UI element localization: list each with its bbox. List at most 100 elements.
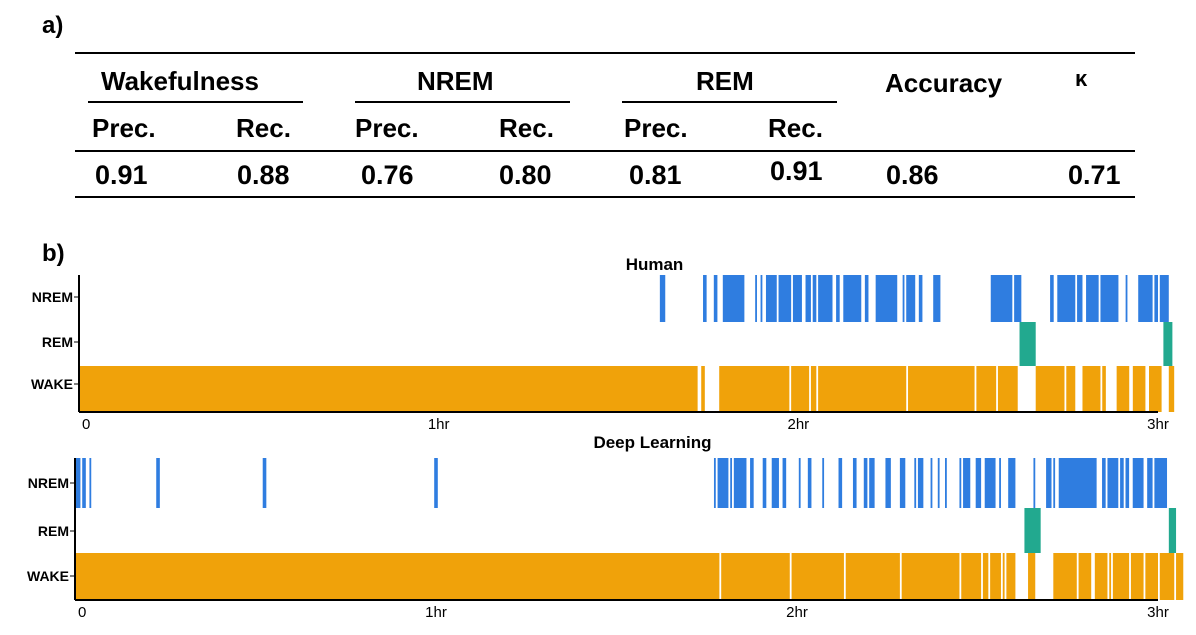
- segment-human-wake-11: [1082, 366, 1101, 412]
- header-accuracy: Accuracy: [885, 68, 1003, 98]
- segment-human-nrem-16: [902, 275, 905, 322]
- segment-human-nrem-12: [836, 275, 840, 322]
- panel-a-label: a): [42, 12, 64, 39]
- segment-dl-nrem-16: [822, 458, 825, 508]
- header-kappa: κ: [1075, 66, 1088, 91]
- segment-dl-nrem-13: [782, 458, 787, 508]
- segment-dl-nrem-21: [885, 458, 891, 508]
- segment-dl-wake-9: [1006, 553, 1016, 600]
- x-tick-label-human-3: 3hr: [1147, 416, 1169, 433]
- segment-dl-nrem-37: [1058, 458, 1097, 508]
- segment-human-nrem-0: [659, 275, 666, 322]
- segment-dl-nrem-0: [75, 458, 81, 508]
- segment-human-nrem-27: [1125, 275, 1128, 322]
- segment-human-nrem-30: [1159, 275, 1169, 322]
- segment-dl-wake-18: [1159, 553, 1175, 600]
- segment-human-wake-5: [818, 366, 907, 412]
- segment-human-wake-4: [810, 366, 817, 412]
- segment-dl-nrem-1: [82, 458, 86, 508]
- segment-dl-nrem-19: [863, 458, 868, 508]
- y-label-dl-wake: WAKE: [27, 568, 69, 584]
- segment-human-nrem-13: [843, 275, 862, 322]
- segment-human-nrem-24: [1077, 275, 1083, 322]
- segment-dl-wake-1: [721, 553, 790, 600]
- nrem-prec-header: Prec.: [355, 113, 419, 143]
- segment-human-wake-7: [976, 366, 997, 412]
- segment-human-nrem-25: [1086, 275, 1099, 322]
- table-top-rule: [75, 52, 1135, 54]
- segment-dl-nrem-3: [156, 458, 160, 508]
- header-wakefulness: Wakefulness: [101, 66, 259, 96]
- segment-dl-nrem-10: [750, 458, 754, 508]
- segment-dl-nrem-42: [1132, 458, 1144, 508]
- y-label-dl-rem: REM: [38, 523, 69, 539]
- segment-human-nrem-10: [812, 275, 817, 322]
- wake-rec-header: Rec.: [236, 113, 291, 143]
- segment-human-nrem-20: [990, 275, 1013, 322]
- segment-human-nrem-19: [933, 275, 941, 322]
- segment-dl-wake-6: [982, 553, 989, 600]
- segment-human-nrem-23: [1057, 275, 1076, 322]
- segment-dl-wake-2: [791, 553, 844, 600]
- header-nrem: NREM: [417, 66, 494, 96]
- segment-dl-wake-13: [1094, 553, 1108, 600]
- segment-human-nrem-2: [713, 275, 718, 322]
- nrem-prec-value: 0.76: [361, 160, 414, 190]
- x-tick-label-dl-0: 0: [78, 604, 86, 621]
- segment-human-nrem-18: [918, 275, 923, 322]
- segment-dl-nrem-15: [807, 458, 812, 508]
- segment-human-wake-13: [1116, 366, 1130, 412]
- segment-dl-nrem-39: [1107, 458, 1119, 508]
- segment-dl-nrem-11: [762, 458, 767, 508]
- segment-dl-wake-16: [1130, 553, 1144, 600]
- rem-prec-value: 0.81: [629, 160, 682, 190]
- segment-dl-wake-5: [961, 553, 982, 600]
- segment-dl-wake-4: [901, 553, 960, 600]
- segment-dl-nrem-4: [262, 458, 267, 508]
- segment-dl-wake-0: [75, 553, 720, 600]
- segment-human-wake-6: [908, 366, 975, 412]
- segment-dl-wake-14: [1109, 553, 1112, 600]
- segment-human-wake-16: [1168, 366, 1175, 412]
- segment-human-wake-2: [719, 366, 790, 412]
- segment-dl-nrem-2: [89, 458, 92, 508]
- segment-human-wake-15: [1149, 366, 1162, 412]
- table-mid-rule: [75, 150, 1135, 152]
- segment-human-nrem-4: [755, 275, 757, 322]
- nrem-rec-header: Rec.: [499, 113, 554, 143]
- segment-dl-nrem-32: [999, 458, 1001, 508]
- wake-rec-value: 0.88: [237, 160, 290, 190]
- x-tick-label-dl-1: 1hr: [425, 604, 447, 621]
- segment-dl-wake-15: [1112, 553, 1130, 600]
- segment-dl-nrem-29: [963, 458, 971, 508]
- segment-dl-wake-8: [1002, 553, 1005, 600]
- segment-dl-rem-1: [1168, 508, 1177, 553]
- segment-dl-nrem-5: [434, 458, 438, 508]
- segment-dl-nrem-18: [852, 458, 857, 508]
- segment-human-wake-1: [701, 366, 705, 412]
- segment-human-nrem-9: [805, 275, 811, 322]
- accuracy-value: 0.86: [886, 160, 939, 190]
- segment-dl-nrem-26: [937, 458, 940, 508]
- segment-dl-nrem-9: [733, 458, 747, 508]
- wake-prec-value: 0.91: [95, 160, 148, 190]
- segment-dl-nrem-23: [914, 458, 917, 508]
- segment-human-nrem-6: [765, 275, 777, 322]
- segment-dl-nrem-36: [1053, 458, 1056, 508]
- wake-group-rule: [88, 101, 303, 103]
- segment-human-nrem-17: [906, 275, 916, 322]
- y-label-human-wake: WAKE: [31, 376, 73, 392]
- segment-human-wake-8: [997, 366, 1018, 412]
- segment-human-nrem-14: [864, 275, 869, 322]
- x-tick-label-human-0: 0: [82, 416, 90, 433]
- segment-human-nrem-22: [1050, 275, 1054, 322]
- segment-dl-nrem-40: [1120, 458, 1124, 508]
- panel-b-label: b): [42, 240, 65, 267]
- segment-dl-nrem-33: [1008, 458, 1016, 508]
- segment-dl-nrem-35: [1046, 458, 1052, 508]
- segment-dl-nrem-31: [984, 458, 996, 508]
- segment-dl-nrem-28: [959, 458, 962, 508]
- segment-dl-nrem-43: [1147, 458, 1153, 508]
- segment-dl-nrem-20: [869, 458, 875, 508]
